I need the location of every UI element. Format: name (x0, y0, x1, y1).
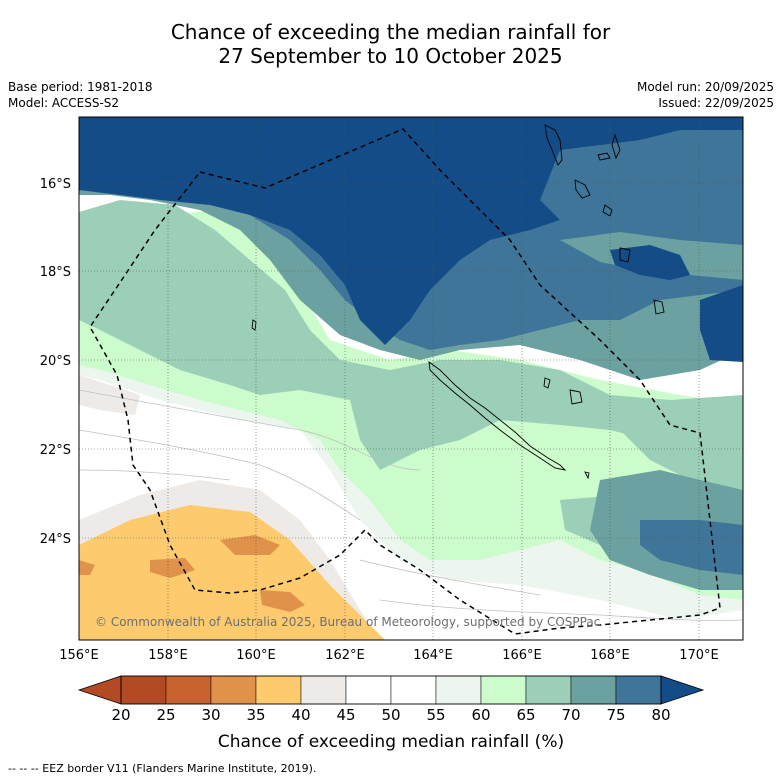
shade-band-above-80-east (700, 285, 743, 362)
colorbar-swatch (615, 675, 662, 705)
lon-label: 158°E (148, 648, 188, 663)
shade-band-65-70 (79, 200, 743, 470)
colorbar-tick: 40 (291, 706, 310, 724)
latitude-axis: 16°S 18°S 20°S 22°S 24°S (40, 177, 71, 547)
map-title-line-1: Chance of exceeding the median rainfall … (170, 20, 611, 44)
loyalty-islands-coastline (569, 389, 583, 405)
colorbar-tick: 55 (426, 706, 445, 724)
island-coastline-d (619, 247, 631, 263)
lat-label: 18°S (40, 265, 71, 280)
lon-label: 156°E (59, 648, 99, 663)
new-caledonia-coastline (428, 361, 567, 471)
colorbar-frame (120, 675, 662, 705)
colorbar-tick: 75 (606, 706, 625, 724)
lon-label: 168°E (590, 648, 630, 663)
island-coastline-g (584, 471, 590, 480)
colorbar-tick: 20 (111, 706, 130, 724)
island-coastline-f (543, 377, 551, 389)
colorbar-swatch (120, 675, 167, 705)
lat-label: 22°S (40, 443, 71, 458)
colorbar-tick: 60 (471, 706, 490, 724)
lon-label: 164°E (413, 648, 453, 663)
map-title-line-2: 27 September to 10 October 2025 (218, 44, 563, 68)
model-run-label: Model run: 20/09/2025 (636, 80, 774, 94)
colorbar-swatch (255, 675, 302, 705)
colorbar-tick: 25 (156, 706, 175, 724)
island-coastline-b (597, 152, 611, 161)
colorbar-swatches (120, 675, 662, 705)
shade-band-65-70-west (79, 230, 300, 340)
colorbar-tick: 70 (561, 706, 580, 724)
colorbar-tick: 80 (651, 706, 670, 724)
colorbar-title: Chance of exceeding median rainfall (%) (218, 732, 564, 752)
eez-border (89, 128, 721, 635)
lat-label: 20°S (40, 354, 71, 369)
colorbar-swatch (525, 675, 572, 705)
map-frame (78, 116, 744, 641)
colorbar-swatch (210, 675, 257, 705)
colorbar-swatch (570, 675, 617, 705)
shade-band-75-80-south (640, 520, 743, 575)
colorbar-swatch (345, 675, 392, 705)
colorbar-tick: 35 (246, 706, 265, 724)
graticule (79, 117, 743, 640)
lat-label: 16°S (40, 177, 71, 192)
coastlines (251, 124, 665, 480)
colorbar-high-arrow (660, 675, 705, 705)
shade-band-above-80 (79, 117, 743, 345)
colorbar-tick: 30 (201, 706, 220, 724)
colorbar-swatch (435, 675, 482, 705)
copyright-notice: © Commonwealth of Australia 2025, Bureau… (95, 615, 600, 629)
colorbar-tick: 65 (516, 706, 535, 724)
lon-label: 166°E (502, 648, 542, 663)
shade-band-30-35-patch-c (79, 560, 95, 575)
lon-label: 160°E (236, 648, 276, 663)
base-period-label: Base period: 1981-2018 (8, 80, 153, 94)
lon-label: 170°E (679, 648, 719, 663)
colorbar-swatch (480, 675, 527, 705)
model-label: Model: ACCESS-S2 (8, 96, 120, 110)
contour-lines (79, 389, 743, 621)
colorbar-tick: 45 (336, 706, 355, 724)
shade-band-30-35-patch (220, 535, 280, 555)
colorbar-swatch (390, 675, 437, 705)
island-coastline-h (251, 319, 257, 331)
colorbar-tick: 50 (381, 706, 400, 724)
rainfall-probability-field (79, 117, 743, 640)
colorbar: 20 25 30 35 40 45 50 55 60 65 70 75 80 C… (77, 675, 705, 752)
shade-band-30-35-patch-d (260, 590, 305, 612)
island-coastline-e (653, 299, 665, 315)
shade-band-30-35-patch-b (150, 558, 195, 578)
espiritu-santo-coastline (544, 124, 563, 166)
colorbar-ticks: 20 25 30 35 40 45 50 55 60 65 70 75 80 (111, 706, 670, 724)
colorbar-low-arrow (77, 675, 122, 705)
longitude-axis: 156°E 158°E 160°E 162°E 164°E 166°E 168°… (59, 648, 719, 663)
lon-label: 162°E (325, 648, 365, 663)
lat-label: 24°S (40, 532, 71, 547)
colorbar-swatch (165, 675, 212, 705)
colorbar-swatch (300, 675, 347, 705)
shade-band-35-40 (79, 505, 385, 640)
eez-border-note: -- -- -- EEZ border V11 (Flanders Marine… (8, 762, 317, 775)
issued-label: Issued: 22/09/2025 (658, 96, 774, 110)
malakula-coastline (574, 179, 591, 199)
island-coastline-a (611, 133, 621, 160)
